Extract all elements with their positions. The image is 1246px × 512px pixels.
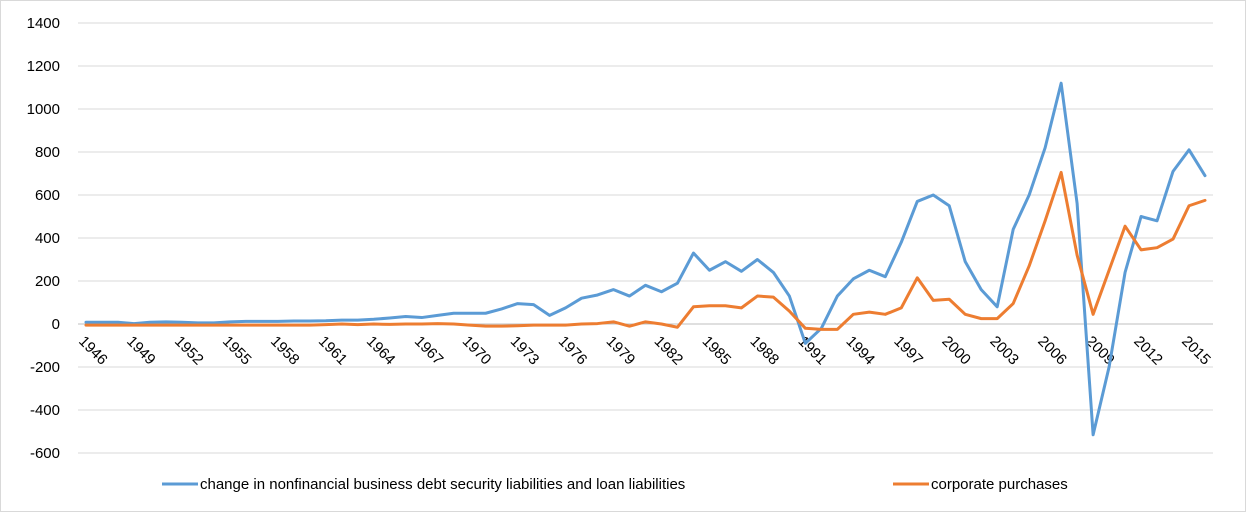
y-tick-label: -400	[30, 402, 60, 419]
y-tick-label: 1200	[27, 58, 60, 75]
legend: change in nonfinancial business debt sec…	[162, 476, 1068, 493]
x-tick-label: 2000	[938, 333, 974, 369]
x-tick-label: 1946	[75, 333, 111, 369]
y-axis-tick-labels: 1400 1200 1000 800 600 400 200 0 -200 -400 -600	[27, 15, 60, 462]
y-tick-label: 1400	[27, 15, 60, 32]
x-tick-label: 1964	[363, 333, 399, 369]
x-tick-label: 2015	[1178, 333, 1214, 369]
x-tick-label: 1988	[747, 333, 783, 369]
y-tick-label: -600	[30, 445, 60, 462]
gridlines	[78, 22, 1213, 454]
series-line-2	[84, 170, 1207, 331]
legend-label-1: change in nonfinancial business debt sec…	[200, 476, 685, 493]
y-tick-label: -200	[30, 359, 60, 376]
y-tick-label: 400	[35, 230, 60, 247]
y-tick-label: 200	[35, 273, 60, 290]
x-tick-label: 1973	[507, 333, 543, 369]
y-tick-label: 800	[35, 144, 60, 161]
x-tick-label: 1961	[315, 333, 351, 369]
y-tick-label: 1000	[27, 101, 60, 118]
x-tick-label: 1952	[171, 333, 207, 369]
x-tick-label: 2003	[986, 333, 1022, 369]
x-tick-label: 1997	[890, 333, 926, 369]
y-tick-label: 600	[35, 187, 60, 204]
x-tick-label: 1979	[603, 333, 639, 369]
x-tick-label: 1955	[219, 333, 255, 369]
x-tick-label: 1985	[699, 333, 735, 369]
x-tick-label: 2012	[1130, 333, 1166, 369]
legend-label-2: corporate purchases	[931, 476, 1068, 493]
x-tick-label: 1994	[842, 333, 878, 369]
x-tick-label: 1958	[267, 333, 303, 369]
x-tick-label: 1967	[411, 333, 447, 369]
x-tick-label: 1949	[123, 333, 159, 369]
series-lines	[84, 81, 1207, 437]
x-tick-label: 1982	[651, 333, 687, 369]
x-tick-label: 1976	[555, 333, 591, 369]
series-line-1	[84, 81, 1207, 437]
y-tick-label: 0	[52, 316, 60, 333]
x-axis-tick-labels: 1946 1949 1952 1955 1958 1961 1964 1967 1970 1973…	[75, 333, 1214, 369]
x-tick-label: 1970	[459, 333, 495, 369]
x-tick-label: 2006	[1034, 333, 1070, 369]
